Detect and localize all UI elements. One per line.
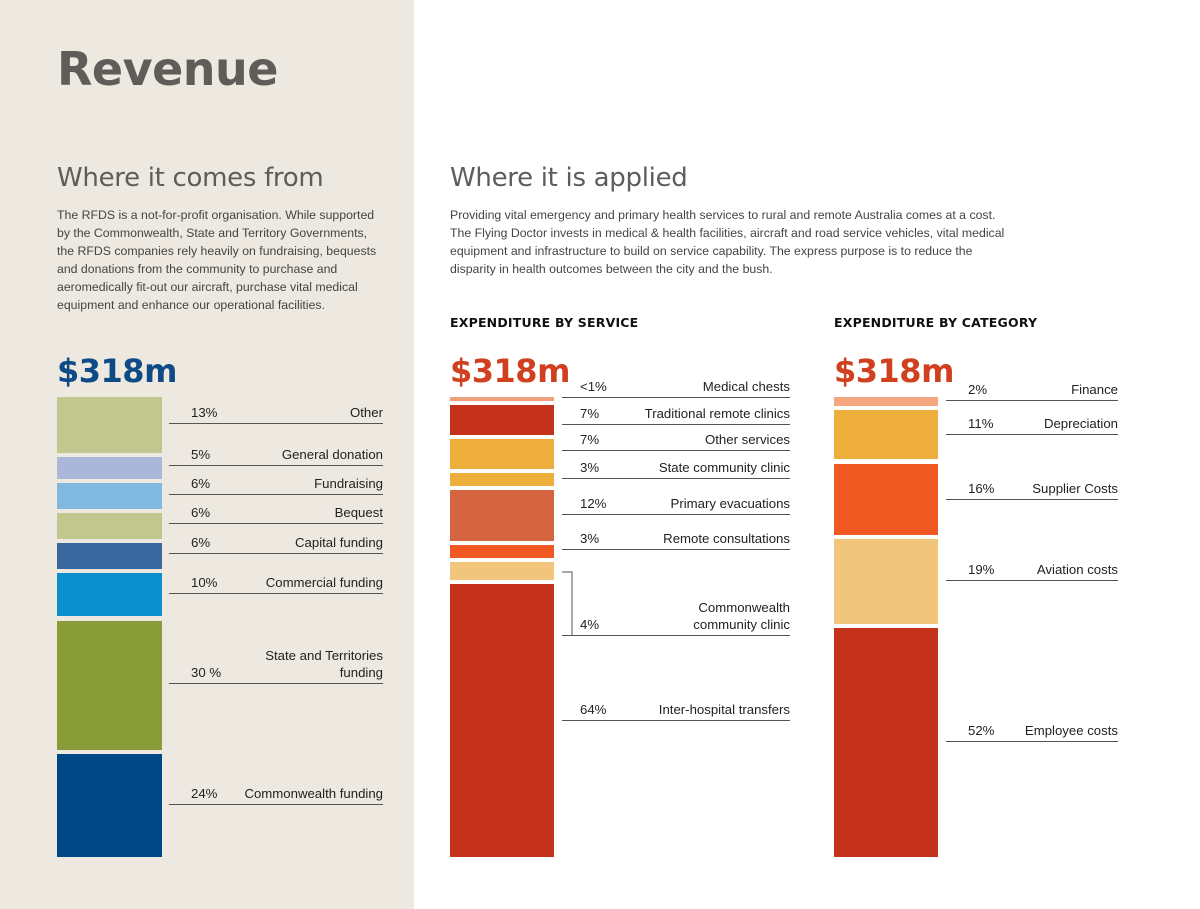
segment-percent: 7% (580, 432, 600, 447)
segment-label: 7% Traditional remote clinics (562, 385, 790, 425)
segment-percent: 11% (968, 416, 994, 431)
segment-percent: 5% (191, 447, 211, 462)
segment-name: Other (350, 405, 383, 420)
service-total: $318m (450, 352, 570, 390)
segment-name: State community clinic (658, 460, 790, 475)
bar-segment-primary-evacuations (450, 490, 554, 541)
bar-segment-commonwealth-funding (57, 754, 162, 857)
bar-segment-other-services (450, 439, 554, 469)
segment-percent: 4% (580, 617, 600, 632)
segment-label: 12% Primary evacuations (562, 475, 790, 515)
bar-segment-fundraising (57, 483, 162, 509)
segment-name: Remote consultations (663, 531, 790, 546)
segment-label: 10% Commercial funding (169, 554, 383, 594)
segment-label: 13% Other (169, 384, 383, 424)
segment-name: Employee costs (1024, 723, 1118, 738)
category-total: $318m (834, 352, 954, 390)
bar-segment-employee-costs (834, 628, 938, 857)
bar-segment-commercial-funding (57, 573, 162, 616)
segment-label: 3% State community clinic (562, 439, 790, 479)
segment-percent: 16% (968, 481, 995, 496)
segment-label: 7% Other services (562, 411, 790, 451)
page-title: Revenue (57, 42, 279, 96)
segment-label: 6% Fundraising (169, 455, 383, 495)
segment-name: Inter-hospital transfers (658, 702, 790, 717)
segment-label: 6% Capital funding (169, 514, 383, 554)
bar-segment-other (57, 397, 162, 453)
segment-percent: 19% (968, 562, 995, 577)
segment-percent: 12% (580, 496, 607, 511)
segment-label: 30 % State and Territories funding (169, 644, 383, 684)
segment-name: General donation (281, 447, 383, 462)
segment-label: 3% Remote consultations (562, 510, 790, 550)
left-heading: Where it comes from (57, 163, 324, 193)
bar-segment-traditional-remote-clinics (450, 405, 554, 435)
segment-percent: 6% (191, 535, 211, 550)
segment-percent: 3% (580, 531, 600, 546)
segment-label: 16% Supplier Costs (946, 460, 1118, 500)
bar-segment-medical-chests (450, 397, 554, 401)
bar-segment-commonwealth-community-clinic (450, 562, 554, 580)
segment-label: 11% Depreciation (946, 395, 1118, 435)
segment-name: Other services (704, 432, 790, 447)
segment-name: Commercial funding (265, 575, 383, 590)
service-chart-title: EXPENDITURE BY SERVICE (450, 315, 639, 330)
right-paragraph: Providing vital emergency and primary he… (450, 208, 1005, 276)
segment-percent: 3% (580, 460, 600, 475)
category-chart-title: EXPENDITURE BY CATEGORY (834, 315, 1038, 330)
segment-name: Bequest (334, 505, 383, 520)
bar-segment-general-donation (57, 457, 162, 479)
bar-segment-aviation-costs (834, 539, 938, 624)
bar-segment-supplier-costs (834, 464, 938, 535)
segment-percent: 24% (191, 786, 218, 801)
segment-percent: 30 % (191, 665, 222, 680)
segment-percent: 2% (968, 382, 988, 397)
segment-label: 19% Aviation costs (946, 541, 1118, 581)
bar-segment-depreciation (834, 410, 938, 459)
segment-name: Aviation costs (1036, 562, 1118, 577)
segment-percent: 6% (191, 476, 211, 491)
segment-name: State and Territories funding (265, 648, 383, 680)
segment-percent: 13% (191, 405, 218, 420)
segment-percent: 7% (580, 406, 600, 421)
bar-segment-state-and-territories-funding (57, 621, 162, 750)
left-paragraph: The RFDS is a not-for-profit organisatio… (57, 208, 377, 312)
right-heading: Where it is applied (450, 163, 688, 193)
segment-label: <1% Medical chests (562, 358, 790, 398)
segment-label: 52% Employee costs (946, 702, 1118, 742)
segment-label: 24% Commonwealth funding (169, 765, 383, 805)
segment-name: Medical chests (702, 379, 790, 394)
segment-name: Commonwealth community clinic (693, 600, 790, 632)
segment-name: Supplier Costs (1032, 481, 1118, 496)
bar-segment-remote-consultations (450, 545, 554, 558)
segment-name: Traditional remote clinics (644, 406, 790, 421)
bar-segment-state-community-clinic (450, 473, 554, 486)
bar-segment-finance (834, 397, 938, 406)
segment-label: 6% Bequest (169, 484, 383, 524)
revenue-total: $318m (57, 352, 177, 390)
segment-name: Primary evacuations (670, 496, 790, 511)
bar-segment-inter-hospital-transfers (450, 584, 554, 857)
segment-percent: 64% (580, 702, 607, 717)
segment-name: Finance (1071, 382, 1118, 397)
segment-label: 4% Commonwealth community clinic (562, 596, 790, 636)
segment-percent: 10% (191, 575, 218, 590)
segment-percent: 52% (968, 723, 995, 738)
bar-segment-bequest (57, 513, 162, 539)
segment-percent: 6% (191, 505, 211, 520)
segment-label: 2% Finance (946, 361, 1118, 401)
segment-label: 64% Inter-hospital transfers (562, 681, 790, 721)
bar-segment-capital-funding (57, 543, 162, 569)
segment-name: Commonwealth funding (244, 786, 383, 801)
segment-percent: <1% (580, 379, 607, 394)
segment-name: Depreciation (1043, 416, 1118, 431)
segment-label: 5% General donation (169, 426, 383, 466)
segment-name: Capital funding (295, 535, 383, 550)
segment-name: Fundraising (314, 476, 383, 491)
